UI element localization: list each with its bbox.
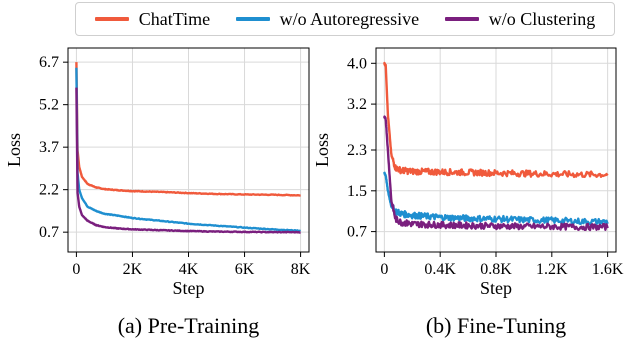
series-line-chattime bbox=[75, 62, 301, 197]
series-line-w-o-autoregressive bbox=[383, 170, 609, 226]
x-tick-label: 2K bbox=[123, 261, 143, 278]
legend-swatch-autoregressive bbox=[235, 17, 270, 21]
legend-entry-chattime: ChatTime bbox=[94, 8, 211, 30]
y-tick-label: 4.0 bbox=[347, 55, 367, 72]
x-tick-label: 8K bbox=[291, 261, 311, 278]
series-line-w-o-clustering bbox=[383, 115, 609, 232]
panel-title: (b) Fine-Tuning bbox=[426, 313, 566, 338]
legend-label-chattime: ChatTime bbox=[138, 8, 211, 29]
legend-label-clustering: w/o Clustering bbox=[488, 8, 596, 29]
panel-title: (a) Pre-Training bbox=[118, 313, 260, 338]
series-line-w-o-clustering bbox=[75, 87, 301, 234]
y-tick-label: 1.5 bbox=[347, 183, 367, 200]
x-axis-label: Step bbox=[172, 278, 204, 298]
y-tick-label: 3.7 bbox=[39, 139, 59, 156]
y-tick-label: 2.2 bbox=[39, 182, 59, 199]
legend-swatch-chattime bbox=[94, 17, 129, 21]
y-tick-label: 6.7 bbox=[39, 54, 59, 71]
legend: ChatTime w/o Autoregressive w/o Clusteri… bbox=[75, 2, 615, 36]
y-tick-label: 0.7 bbox=[39, 224, 59, 241]
y-tick-label: 2.3 bbox=[347, 142, 367, 159]
legend-label-autoregressive: w/o Autoregressive bbox=[279, 8, 420, 29]
y-tick-label: 3.2 bbox=[347, 96, 367, 113]
x-tick-label: 4K bbox=[179, 261, 199, 278]
x-tick-label: 0 bbox=[380, 261, 388, 278]
chart-panel-1: 0 2K 4K 6K 8K 0.7 2.2 3.7 5.2 6.7 Step Loss (a) Pre-… bbox=[4, 47, 311, 338]
legend-entry-clustering: w/o Clustering bbox=[444, 8, 596, 30]
x-tick-label: 0 bbox=[72, 261, 80, 278]
x-tick-label: 1.2K bbox=[536, 261, 568, 278]
x-tick-label: 0.4K bbox=[424, 261, 456, 278]
x-axis-label: Step bbox=[480, 278, 512, 298]
series-line-w-o-autoregressive bbox=[75, 67, 301, 233]
y-tick-label: 0.7 bbox=[347, 224, 367, 241]
series-line-chattime bbox=[383, 61, 609, 179]
x-tick-label: 0.8K bbox=[480, 261, 512, 278]
y-tick-label: 5.2 bbox=[39, 97, 59, 114]
chart-panel-2: 0 0.4K 0.8K 1.2K 1.6K 0.7 1.5 2.3 3.2 4.0 Step Loss… bbox=[312, 47, 624, 338]
x-tick-label: 1.6K bbox=[592, 261, 624, 278]
legend-entry-autoregressive: w/o Autoregressive bbox=[235, 8, 420, 30]
legend-swatch-clustering bbox=[444, 17, 479, 21]
y-axis-label: Loss bbox=[312, 133, 332, 167]
x-tick-label: 6K bbox=[235, 261, 255, 278]
y-axis-label: Loss bbox=[4, 133, 24, 167]
